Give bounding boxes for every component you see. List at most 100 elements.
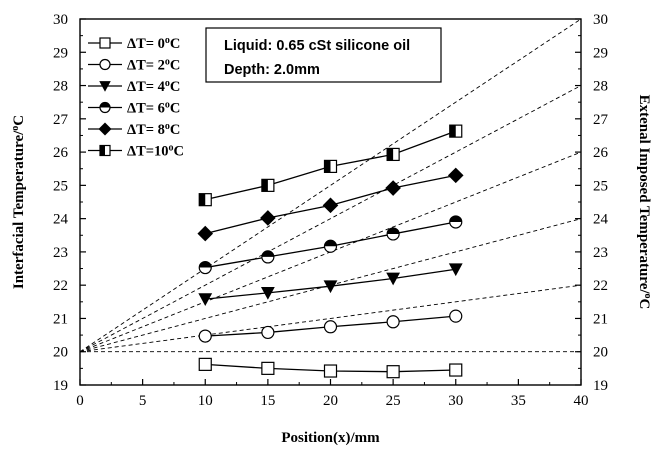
x-tick-label: 0 [76,393,84,409]
legend-label: ΔT= 6oC [127,99,180,117]
half-square-fill [199,193,206,206]
y-tick-label: 21 [53,311,68,327]
y-tick-label: 22 [53,278,68,294]
y-tick-label: 20 [53,345,68,361]
x-tick-label: 35 [511,393,526,409]
circle-marker [323,320,338,334]
legend-item: ΔT= 2oC [88,56,180,74]
diamond-marker [260,210,276,226]
square-marker [99,37,111,49]
y-tick-label: 24 [53,212,69,228]
half-square-fill [100,145,105,156]
series-0 [198,357,463,379]
half-circle-fill [387,227,400,234]
diamond-marker [322,197,339,214]
square-marker [449,363,463,377]
x-axis-title: Position(x)/mm [281,430,380,446]
y-tick-label: 29 [53,45,68,61]
half-circle-fill [261,250,274,257]
diamond-marker [98,122,112,136]
y-tick-label: 28 [53,79,68,95]
y2-tick-label: 27 [593,112,609,128]
diamond-marker [197,225,214,242]
y2-tick-label: 25 [593,178,608,194]
y-tick-label: 19 [53,378,68,394]
half-square-fill [387,148,394,161]
half-circle-fill [199,261,212,268]
x-tick-label: 5 [139,393,147,409]
y2-tick-label: 28 [593,79,608,95]
square-marker [386,365,400,379]
y2-tick-label: 20 [593,345,608,361]
y2-tick-label: 19 [593,378,608,394]
x-tick-label: 30 [448,393,463,409]
y2-axis-title: Extenal Imposed Temperature/oC [636,95,654,310]
half-square-fill [449,125,456,138]
half-circle-fill [100,102,110,108]
x-tick-label: 15 [260,393,275,409]
triangle-marker [386,272,401,286]
imposed-temperature-line [79,18,582,353]
half-circle-fill [449,215,462,222]
data-series [197,124,464,379]
square-marker [323,364,338,378]
triangle-marker [448,263,463,277]
x-tick-label: 10 [198,393,213,409]
y-tick-label: 30 [53,12,68,28]
y-tick-label: 23 [53,245,68,261]
legend-label: ΔT= 8oC [127,121,180,139]
series-1 [198,309,463,343]
triangle-marker [323,280,338,294]
annotation-frame [205,27,442,83]
legend-label: ΔT= 4oC [127,78,180,96]
legend-item: ΔT= 6oC [88,99,180,117]
circle-marker [261,325,275,340]
half-square-fill [324,160,331,173]
x-tick-label: 20 [323,393,338,409]
half-circle-fill [324,240,337,247]
series-3 [198,215,463,275]
legend-label: ΔT= 2oC [127,56,180,74]
annotation-depth: Depth: 2.0mm [224,62,320,78]
y2-tick-label: 22 [593,278,608,294]
square-marker [198,357,212,371]
circle-marker [386,315,400,329]
legend-label: ΔT=10oC [127,142,184,160]
circle-marker [198,329,212,343]
series-5 [198,124,463,207]
series-4 [197,167,464,242]
half-square-fill [261,179,268,192]
legend-item: ΔT=10oC [88,142,184,160]
triangle-marker [198,293,213,307]
y2-tick-label: 30 [593,12,608,28]
diamond-marker [385,180,401,196]
imposed-temperature-line [79,85,582,353]
y2-tick-label: 26 [593,145,609,161]
y2-tick-label: 24 [593,212,609,228]
circle-marker [449,309,463,323]
y-tick-label: 27 [53,112,69,128]
annotation-liquid: Liquid: 0.65 cSt silicone oil [224,38,410,54]
y-tick-label: 25 [53,178,68,194]
x-tick-label: 40 [574,393,589,409]
square-marker [261,361,275,375]
legend-item: ΔT= 4oC [88,78,180,96]
y2-tick-label: 21 [593,311,608,327]
legend-label: ΔT= 0oC [127,35,180,53]
triangle-marker [260,286,275,300]
y2-tick-label: 29 [593,45,608,61]
legend-item: ΔT= 8oC [88,121,180,139]
annotation-box: Liquid: 0.65 cSt silicone oil Depth: 2.0… [205,27,442,83]
y-tick-label: 26 [53,145,69,161]
circle-marker [99,58,111,71]
legend: ΔT= 0oC ΔT= 2oC ΔT= 4oC ΔT= 6oC ΔT= 8oC ΔT=10… [88,35,184,160]
y2-tick-label: 23 [593,245,608,261]
diamond-marker [447,167,464,184]
legend-item: ΔT= 0oC [88,35,180,53]
series-2 [198,263,463,307]
triangle-marker [99,81,111,92]
imposed-temperature-line [79,284,582,353]
y-axis-title: Interfacial Temperature/oC [10,115,28,289]
